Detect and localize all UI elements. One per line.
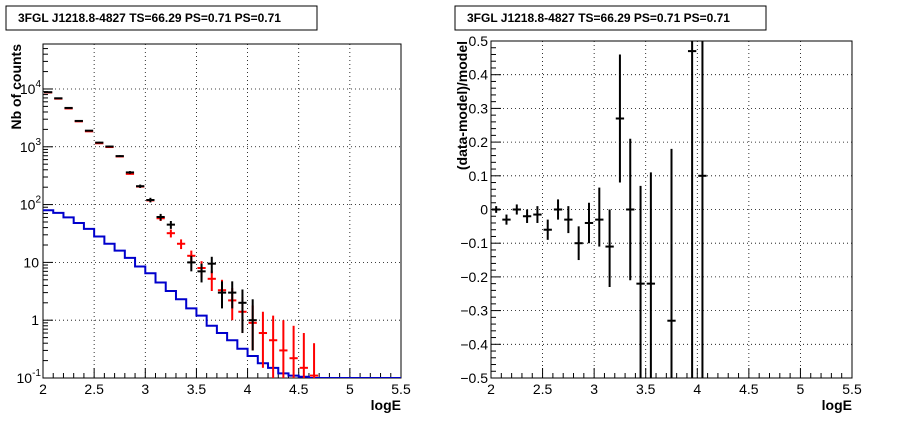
y-axis: −0.5 −0.4 −0.3 −0.2 −0.1 0 0.1 0.2 0.3 0.4 0.5(dat… xyxy=(454,33,501,386)
y-tick-label: −0.5 xyxy=(460,370,488,386)
data-point xyxy=(136,184,145,188)
x-tick-label: 5 xyxy=(797,381,805,397)
data-point xyxy=(74,119,83,122)
y-tick-label: 0.1 xyxy=(469,168,489,184)
model-point xyxy=(289,325,298,378)
model-point xyxy=(279,320,288,378)
data-point xyxy=(248,299,257,351)
counts-spectrum-chart: 3FGL J1218.8-4827 TS=66.29 PS=0.71 PS=0.… xyxy=(5,5,411,413)
data-point xyxy=(502,214,511,225)
x-tick-label: 4 xyxy=(244,381,252,397)
model-point xyxy=(207,270,216,291)
data-point xyxy=(238,289,247,334)
data-point xyxy=(64,106,73,109)
y-tick-label: 1 xyxy=(31,312,39,328)
data-point xyxy=(105,145,114,148)
data-layer xyxy=(492,41,707,378)
data-point xyxy=(646,172,656,378)
y-tick-label: 10-1 xyxy=(17,368,42,386)
data-point xyxy=(564,206,573,234)
data-point xyxy=(615,54,625,183)
data-point xyxy=(687,41,697,378)
data-point xyxy=(187,255,196,272)
x-axis-label: logE xyxy=(371,397,401,413)
data-point xyxy=(95,141,104,144)
data-point xyxy=(156,213,165,221)
data-point xyxy=(553,199,563,220)
data-point xyxy=(44,91,53,94)
y-tick-label: −0.4 xyxy=(460,336,488,352)
data-point xyxy=(197,263,206,283)
model-point xyxy=(299,333,308,378)
data-point xyxy=(626,138,635,281)
data-point xyxy=(543,219,552,240)
model-point xyxy=(176,239,186,250)
data-point xyxy=(84,129,94,132)
data-point xyxy=(595,187,604,247)
data-point xyxy=(636,185,645,378)
data-point xyxy=(115,155,124,158)
chart-title: 3FGL J1218.8-4827 TS=66.29 PS=0.71 PS=0.… xyxy=(18,11,281,25)
data-point xyxy=(228,281,237,309)
data-point xyxy=(217,281,227,309)
data-point xyxy=(207,256,216,274)
x-tick-label: 2 xyxy=(39,381,47,397)
y-tick-label: 0.4 xyxy=(469,67,489,83)
x-tick-label: 4 xyxy=(693,381,701,397)
y-tick-label: −0.3 xyxy=(460,303,488,319)
x-tick-label: 4.5 xyxy=(289,381,309,397)
chart-title-box: 3FGL J1218.8-4827 TS=66.29 PS=0.71 PS=0.… xyxy=(454,5,767,31)
y-tick-label: 0.2 xyxy=(469,134,489,150)
chart-title: 3FGL J1218.8-4827 TS=66.29 PS=0.71 PS=0.… xyxy=(467,11,730,25)
y-axis-label: Nb of counts xyxy=(8,44,24,130)
y-axis-label: (data-model)/model xyxy=(454,41,470,170)
model-point xyxy=(258,311,268,368)
y-tick-label: 104 xyxy=(20,79,42,97)
data-point xyxy=(125,171,135,174)
data-point xyxy=(533,206,542,223)
x-tick-label: 3 xyxy=(141,381,149,397)
y-tick-label: 0 xyxy=(480,202,488,218)
data-point xyxy=(522,209,532,223)
data-layer xyxy=(43,91,401,378)
x-tick-label: 3.5 xyxy=(187,381,207,397)
x-tick-label: 2 xyxy=(487,381,495,397)
x-tick-label: 3 xyxy=(590,381,598,397)
x-tick-label: 2.5 xyxy=(84,381,104,397)
data-point xyxy=(605,209,614,288)
data-point xyxy=(667,148,676,378)
chart-title-box: 3FGL J1218.8-4827 TS=66.29 PS=0.71 PS=0.… xyxy=(5,5,318,31)
data-point xyxy=(54,97,63,100)
model-point xyxy=(269,315,278,378)
x-tick-label: 5.5 xyxy=(842,381,862,397)
y-tick-label: 103 xyxy=(20,137,42,155)
data-point xyxy=(146,197,155,203)
data-point xyxy=(492,206,501,213)
data-point xyxy=(574,226,583,261)
x-tick-label: 5.5 xyxy=(391,381,411,397)
data-point xyxy=(584,202,594,244)
x-tick-label: 5 xyxy=(346,381,354,397)
x-tick-label: 4.5 xyxy=(739,381,759,397)
y-tick-label: −0.2 xyxy=(460,269,488,285)
x-tick-label: 2.5 xyxy=(533,381,553,397)
y-tick-label: 10 xyxy=(23,254,39,270)
y-tick-label: 102 xyxy=(20,195,42,213)
residuals-chart: 3FGL J1218.8-4827 TS=66.29 PS=0.71 PS=0.… xyxy=(454,5,862,413)
x-tick-label: 3.5 xyxy=(636,381,656,397)
data-point xyxy=(698,41,707,378)
y-tick-label: −0.1 xyxy=(460,235,488,251)
data-point xyxy=(166,221,175,229)
data-point xyxy=(512,204,521,215)
model-point xyxy=(309,343,319,378)
model-component-step-line xyxy=(43,209,401,378)
y-tick-label: 0.3 xyxy=(469,100,489,116)
y-tick-label: 0.5 xyxy=(469,33,489,49)
x-axis-label: logE xyxy=(822,397,852,413)
model-point xyxy=(166,229,175,238)
